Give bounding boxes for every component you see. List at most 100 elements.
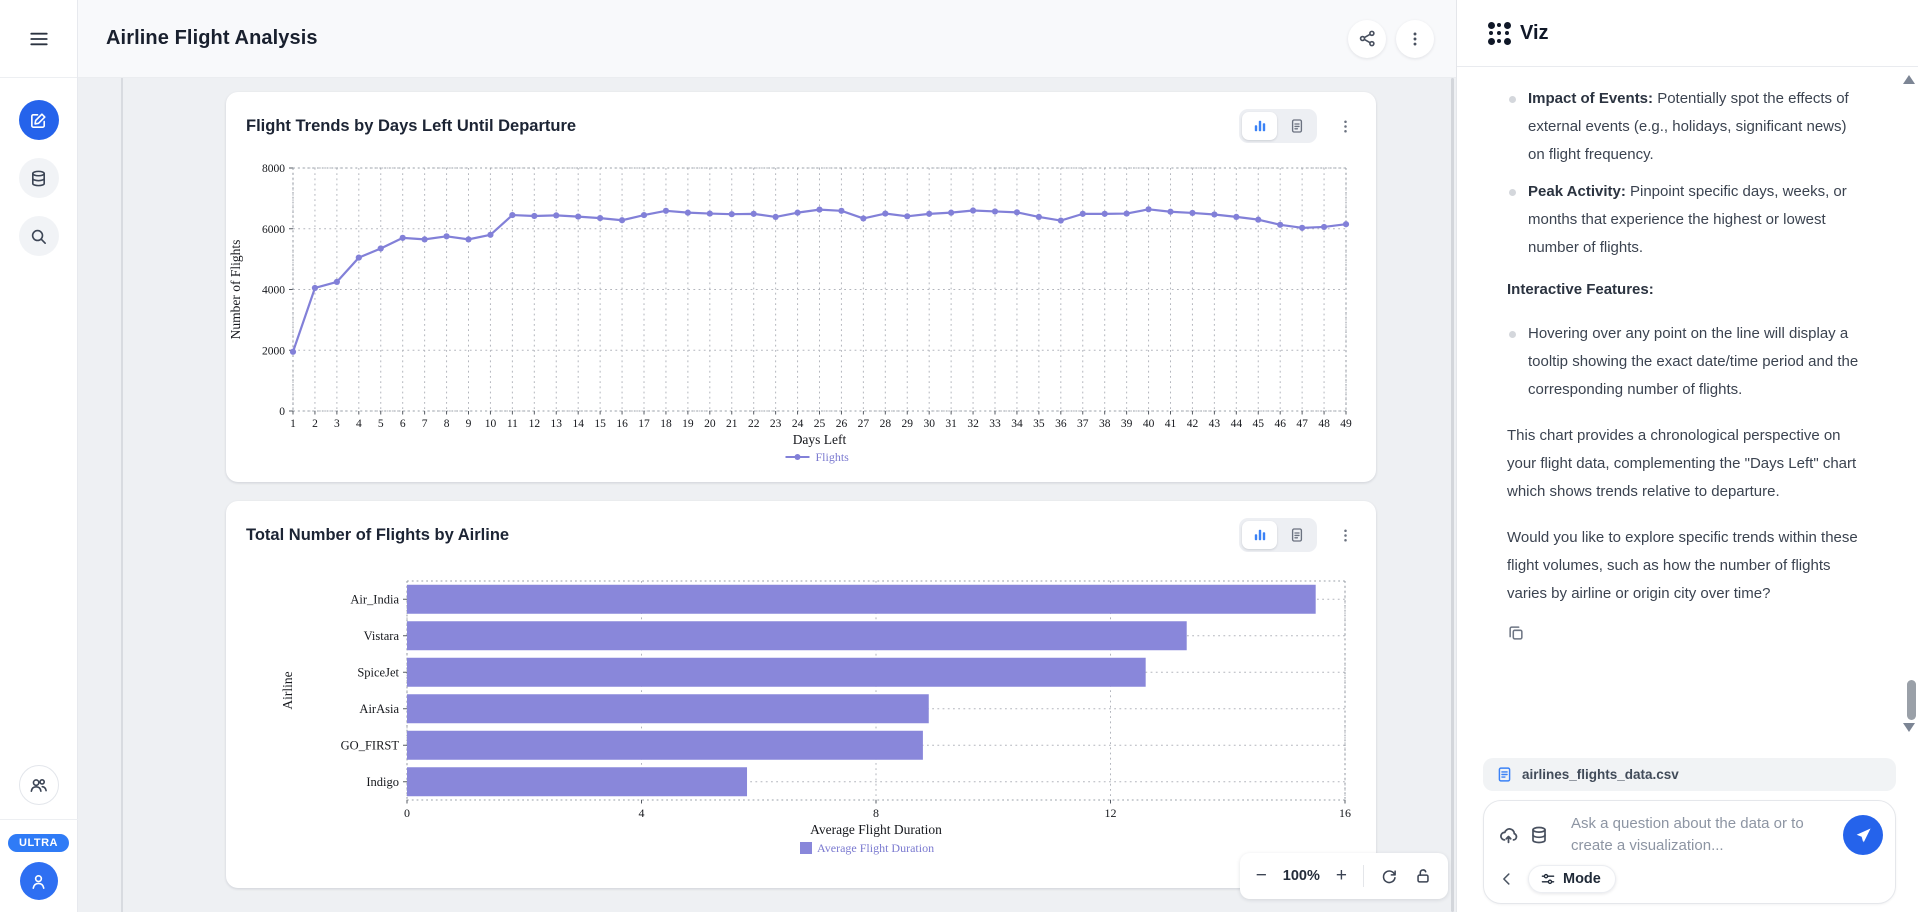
sidebar-header <box>0 0 77 78</box>
sidebar-item-datasets[interactable] <box>18 158 59 198</box>
user-avatar[interactable] <box>19 862 58 900</box>
header-more-button[interactable] <box>1396 19 1434 58</box>
svg-text:Vistara: Vistara <box>364 629 400 643</box>
bullet-text: Potentially spot the effects of external… <box>1528 90 1849 163</box>
svg-text:2000: 2000 <box>262 345 285 357</box>
svg-text:Number of Flights: Number of Flights <box>228 240 243 340</box>
brand-name: Viz <box>1520 21 1549 44</box>
users-icon <box>30 778 47 792</box>
svg-text:45: 45 <box>1253 418 1265 430</box>
viz-logo-icon <box>1487 21 1511 45</box>
share-button[interactable] <box>1348 19 1386 58</box>
list-item: Peak Activity: Pinpoint specific days, w… <box>1507 178 1860 262</box>
hamburger-menu-button[interactable] <box>28 28 50 50</box>
data-source-button[interactable] <box>1529 825 1549 846</box>
bullet-label: Peak Activity: <box>1528 183 1626 200</box>
database-icon <box>31 170 46 186</box>
svg-text:Air_India: Air_India <box>350 592 399 606</box>
svg-text:2: 2 <box>312 418 318 430</box>
csv-file-icon <box>1498 767 1511 782</box>
svg-text:21: 21 <box>726 418 738 430</box>
svg-text:4000: 4000 <box>262 285 285 297</box>
assistant-paragraph: Would you like to explore specific trend… <box>1507 529 1858 602</box>
svg-text:48: 48 <box>1318 418 1330 430</box>
send-icon <box>1856 827 1871 842</box>
svg-text:17: 17 <box>638 418 650 430</box>
assistant-paragraph: This chart provides a chronological pers… <box>1507 427 1857 500</box>
send-button[interactable] <box>1843 815 1883 855</box>
svg-text:28: 28 <box>880 418 892 430</box>
scrollbar-down-arrow[interactable] <box>1903 723 1915 732</box>
scrollbar-thumb[interactable] <box>1907 680 1916 720</box>
data-view-button[interactable] <box>1279 521 1314 549</box>
svg-text:Days Left: Days Left <box>793 432 847 447</box>
page-title: Airline Flight Analysis <box>106 27 318 49</box>
svg-text:41: 41 <box>1165 418 1177 430</box>
chart-view-button[interactable] <box>1242 112 1277 140</box>
sidebar-item-team[interactable] <box>18 765 59 805</box>
bar-chart-card: Total Number of Flights by Airline <box>226 501 1376 888</box>
sidebar-item-compose[interactable] <box>18 100 59 140</box>
svg-text:44: 44 <box>1231 418 1243 430</box>
attached-file-chip[interactable]: airlines_flights_data.csv <box>1483 758 1896 791</box>
canvas-guide-line <box>121 78 123 912</box>
bar-card-header: Total Number of Flights by Airline <box>226 501 1376 552</box>
bar-chart-icon <box>1254 120 1265 132</box>
bar-card-more-button[interactable] <box>1337 527 1354 544</box>
svg-text:8000: 8000 <box>262 163 285 175</box>
refresh-button[interactable] <box>1380 867 1398 885</box>
view-toggle <box>1239 518 1317 552</box>
assistant-footer: airlines_flights_data.csv Ask a question… <box>1457 758 1918 912</box>
mode-row: Mode <box>1498 865 1883 893</box>
scrollbar-up-arrow[interactable] <box>1903 75 1915 84</box>
svg-text:4: 4 <box>639 806 645 820</box>
hamburger-icon <box>29 32 48 45</box>
svg-text:23: 23 <box>770 418 782 430</box>
bullet-text: Pinpoint specific days, weeks, or months… <box>1528 183 1847 256</box>
svg-text:31: 31 <box>945 418 957 430</box>
view-toggle <box>1239 109 1317 143</box>
svg-text:27: 27 <box>858 418 870 430</box>
bullet-text: Hovering over any point on the line will… <box>1528 325 1859 398</box>
collapse-button[interactable] <box>1498 870 1516 888</box>
line-card-header: Flight Trends by Days Left Until Departu… <box>226 92 1376 143</box>
canvas: Flight Trends by Days Left Until Departu… <box>78 78 1456 912</box>
lock-button[interactable] <box>1414 867 1432 885</box>
svg-text:5: 5 <box>378 418 384 430</box>
svg-text:35: 35 <box>1033 418 1045 430</box>
sidebar-item-search[interactable] <box>18 216 59 256</box>
assistant-transcript: Impact of Events: Potentially spot the e… <box>1457 67 1918 758</box>
assistant-panel: Viz Impact of Events: Potentially spot t… <box>1456 0 1918 912</box>
document-icon <box>1291 528 1302 542</box>
mode-label: Mode <box>1563 871 1601 887</box>
svg-text:43: 43 <box>1209 418 1221 430</box>
svg-text:39: 39 <box>1121 418 1133 430</box>
svg-text:49: 49 <box>1340 418 1352 430</box>
chat-input[interactable]: Ask a question about the data or to crea… <box>1571 815 1804 854</box>
svg-text:1: 1 <box>290 418 296 430</box>
svg-text:GO_FIRST: GO_FIRST <box>341 738 400 752</box>
bullet-label: Impact of Events: <box>1528 90 1654 107</box>
mode-button[interactable]: Mode <box>1528 865 1616 893</box>
svg-text:AirAsia: AirAsia <box>359 702 399 716</box>
line-card-more-button[interactable] <box>1337 118 1354 135</box>
bar-card-tools <box>1239 518 1354 552</box>
svg-text:16: 16 <box>1339 806 1351 820</box>
upload-cloud-icon <box>1500 827 1518 843</box>
svg-text:8: 8 <box>444 418 450 430</box>
copy-message-button[interactable] <box>1507 624 1525 645</box>
svg-text:32: 32 <box>967 418 979 430</box>
bar-chart[interactable]: Air_India Vistara SpiceJet AirAsia GO_FIRST I… <box>226 552 1376 880</box>
zoom-in-button[interactable]: + <box>1335 865 1347 886</box>
svg-text:0: 0 <box>404 806 410 820</box>
line-card-tools <box>1239 109 1354 143</box>
line-chart-title: Flight Trends by Days Left Until Departu… <box>246 116 577 135</box>
svg-text:Airline: Airline <box>280 671 295 709</box>
upload-button[interactable] <box>1498 825 1519 846</box>
zoom-out-button[interactable]: − <box>1255 865 1267 886</box>
svg-text:8: 8 <box>873 806 879 820</box>
data-view-button[interactable] <box>1279 112 1314 140</box>
main-scrollbar[interactable] <box>1451 78 1454 912</box>
chart-view-button[interactable] <box>1242 521 1277 549</box>
